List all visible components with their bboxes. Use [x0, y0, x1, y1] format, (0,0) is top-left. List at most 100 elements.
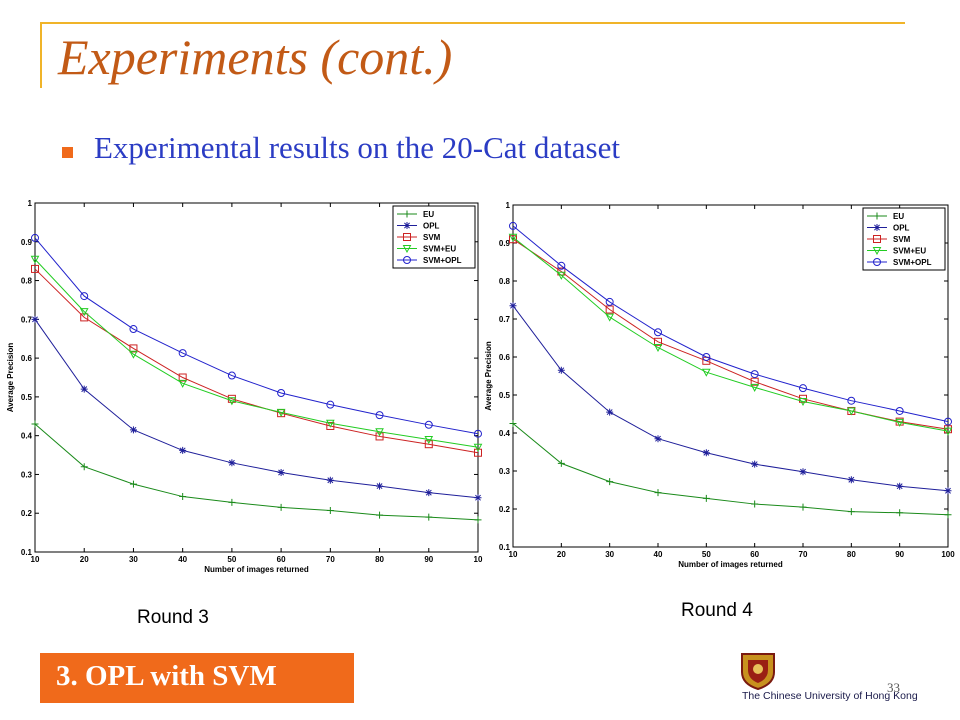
- data-point: [31, 420, 39, 428]
- legend-label: SVM: [893, 235, 911, 244]
- data-point: [178, 373, 187, 382]
- legend-label: SVM+OPL: [423, 256, 462, 265]
- y-tick-label: 0.9: [499, 239, 511, 248]
- data-point: [276, 408, 286, 417]
- x-axis-label: Number of images returned: [204, 565, 309, 574]
- x-tick-label: 10: [509, 550, 518, 559]
- data-point: [80, 313, 89, 322]
- y-tick-label: 0.2: [499, 505, 511, 514]
- data-point: [508, 233, 518, 242]
- x-tick-label: 60: [750, 550, 759, 559]
- data-point: [606, 408, 614, 416]
- x-tick-label: 100: [941, 550, 955, 559]
- data-point: [425, 513, 433, 521]
- series-line: [512, 236, 949, 432]
- data-point: [750, 383, 760, 392]
- data-point: [179, 446, 187, 454]
- legend-marker: [873, 224, 881, 231]
- data-point: [277, 503, 285, 511]
- y-tick-label: 0.7: [499, 315, 511, 324]
- legend-label: EU: [423, 210, 434, 219]
- legend-label: SVM+EU: [893, 247, 926, 256]
- page-title: Experiments (cont.): [58, 29, 453, 85]
- series-svm-plus-opl: [509, 221, 952, 426]
- data-point: [31, 315, 39, 323]
- data-point: [557, 366, 565, 374]
- university-name: The Chinese University of Hong Kong: [742, 690, 918, 702]
- data-point: [509, 235, 517, 244]
- x-tick-label: 50: [227, 555, 236, 564]
- data-point: [474, 429, 482, 438]
- x-tick-label: 70: [799, 550, 808, 559]
- x-axis-label: Number of images returned: [678, 560, 783, 569]
- bullet-square-icon: [62, 147, 73, 158]
- data-point: [31, 233, 39, 242]
- legend-label: SVM: [423, 233, 441, 242]
- data-point: [79, 308, 89, 317]
- data-point: [702, 353, 711, 361]
- data-point: [799, 384, 807, 393]
- chart-round-3-svg: 10 20 30 40 50 60 70 80 90 100.10.20.30.40.50.60.…: [6, 199, 483, 574]
- bullet-text: Experimental results on the 20-Cat datas…: [94, 130, 620, 165]
- data-point: [376, 511, 384, 519]
- data-point: [605, 313, 615, 322]
- y-tick-label: 0.8: [21, 277, 33, 286]
- series-line: [34, 237, 479, 435]
- series-line: [512, 225, 949, 423]
- y-tick-label: 0.5: [21, 393, 33, 402]
- data-point: [474, 448, 482, 457]
- y-tick-label: 1: [506, 201, 511, 210]
- data-point: [751, 460, 759, 468]
- data-point: [799, 468, 807, 476]
- data-point: [178, 379, 188, 388]
- x-tick-label: 30: [129, 555, 138, 564]
- y-tick-label: 0.5: [499, 391, 511, 400]
- data-point: [509, 221, 517, 230]
- x-tick-label: 80: [847, 550, 856, 559]
- data-point: [129, 325, 138, 334]
- y-tick-label: 0.6: [21, 354, 33, 363]
- caption-round-3: Round 3: [137, 607, 209, 628]
- y-axis-label: Average Precision: [6, 343, 15, 413]
- data-point: [847, 396, 856, 405]
- data-point: [557, 459, 565, 467]
- series-eu: [509, 420, 952, 519]
- data-point: [375, 411, 384, 420]
- legend: EU OPL SVM SVM+EU SVM+OPL: [862, 207, 946, 271]
- data-point: [326, 400, 335, 409]
- x-tick-label: 40: [178, 555, 187, 564]
- series-eu: [31, 420, 482, 524]
- data-point: [424, 436, 434, 445]
- data-point: [896, 509, 904, 517]
- data-point: [944, 425, 952, 434]
- x-tick-label: 30: [605, 550, 614, 559]
- data-point: [424, 420, 433, 429]
- chart-round-3: 10 20 30 40 50 60 70 80 90 10 0.1 0.2 0.3 0.4 0.5 0.6 0.…: [0, 190, 490, 590]
- legend-marker: [872, 247, 882, 256]
- data-point: [129, 426, 137, 434]
- university-crest-icon: [741, 653, 775, 690]
- data-point: [556, 271, 566, 280]
- legend-label: OPL: [893, 224, 910, 233]
- chart-round-4-svg: 10 20 30 40 50 60 70 80 90 100 0.1 0.2 0.3 0.4 0.5 0.6 0…: [484, 201, 955, 569]
- data-point: [895, 406, 904, 415]
- legend-marker: [873, 212, 881, 220]
- data-point: [326, 476, 334, 484]
- y-tick-label: 0.1: [499, 543, 511, 552]
- y-tick-label: 0.9: [21, 238, 33, 247]
- y-tick-label: 0.8: [499, 277, 511, 286]
- data-point: [326, 421, 335, 430]
- y-tick-label: 0.2: [21, 509, 33, 518]
- y-tick-label: 0.3: [21, 470, 33, 479]
- x-tick-label: 70: [326, 555, 335, 564]
- data-point: [605, 305, 614, 314]
- data-point: [325, 419, 335, 428]
- data-point: [557, 261, 566, 270]
- x-tick-label: 90: [424, 555, 433, 564]
- data-point: [30, 255, 40, 264]
- data-point: [129, 480, 137, 488]
- x-tick-label: 40: [654, 550, 663, 559]
- data-point: [654, 435, 662, 443]
- x-tick-label: 20: [80, 555, 89, 564]
- data-point: [654, 337, 662, 346]
